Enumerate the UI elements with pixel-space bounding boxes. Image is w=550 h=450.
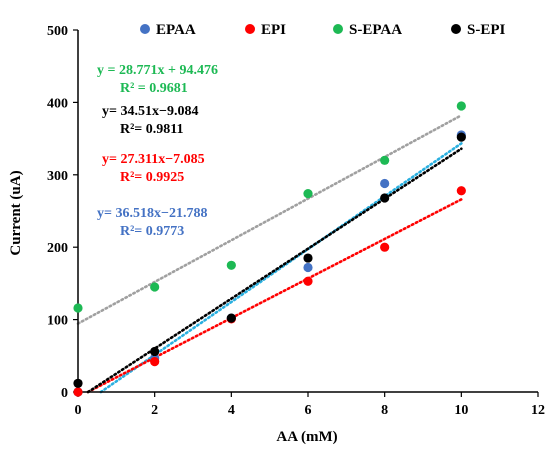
equation-s-epaa: y = 28.771x + 94.476 — [97, 63, 218, 78]
data-point-s-epi — [226, 313, 236, 323]
legend-marker-epi — [245, 24, 255, 34]
trendline-epaa — [99, 142, 463, 394]
y-tick-label: 500 — [47, 24, 68, 39]
r2-epi: R²= 0.9925 — [120, 170, 184, 185]
legend-marker-s-epaa — [333, 24, 343, 34]
x-tick-label: 8 — [381, 403, 388, 418]
data-point-layer — [73, 101, 466, 397]
legend-label-s-epi: S-EPI — [467, 22, 506, 38]
data-point-s-epi — [380, 193, 390, 203]
data-point-epi — [303, 276, 313, 286]
data-point-s-epaa — [303, 189, 313, 199]
data-point-epi — [456, 186, 466, 196]
data-point-s-epaa — [380, 155, 390, 165]
legend-label-epaa: EPAA — [156, 22, 196, 38]
data-point-epaa — [380, 178, 390, 189]
trendline-epi — [86, 198, 463, 394]
data-point-s-epaa — [150, 282, 160, 292]
y-tick-label: 100 — [47, 314, 68, 329]
data-point-s-epaa — [456, 101, 466, 111]
data-point-epi — [150, 356, 160, 367]
y-axis-title: Current (uA) — [8, 170, 24, 255]
x-axis-title: AA (mM) — [276, 429, 337, 445]
r2-s-epaa: R² = 0.9681 — [120, 81, 188, 96]
legend-label-epi: EPI — [261, 22, 286, 38]
data-point-s-epaa — [226, 260, 236, 270]
x-tick-label: 0 — [75, 403, 82, 418]
trendline-s-epaa — [76, 113, 463, 325]
r2-s-epi: R²= 0.9811 — [120, 122, 184, 137]
data-point-s-epi — [456, 132, 466, 142]
x-tick-label: 6 — [305, 403, 312, 418]
r2-epaa: R²= 0.9773 — [120, 224, 184, 239]
data-point-s-epi — [303, 253, 313, 263]
data-point-epaa — [303, 262, 313, 273]
equation-epaa: y= 36.518x−21.788 — [97, 206, 207, 221]
data-point-s-epi — [73, 378, 83, 388]
legend-label-s-epaa: S-EPAA — [349, 22, 402, 38]
equation-epi: y= 27.311x−7.085 — [102, 152, 205, 167]
equation-annotations: y = 28.771x + 94.476 R² = 0.9681 y= 34.5… — [97, 63, 218, 239]
x-tick-label: 10 — [454, 403, 468, 418]
x-tick-label: 12 — [531, 403, 545, 418]
x-tick-label: 4 — [228, 403, 235, 418]
equation-s-epi: y= 34.51x−9.084 — [102, 104, 198, 119]
y-tick-label: 200 — [47, 241, 68, 256]
y-tick-label: 0 — [61, 386, 68, 401]
x-tick-label: 2 — [151, 403, 158, 418]
legend: EPAA EPI S-EPAA S-EPI — [140, 22, 506, 38]
legend-marker-epaa — [140, 24, 150, 34]
data-point-epi — [380, 242, 390, 252]
y-tick-label: 300 — [47, 169, 68, 184]
axis-layer: 0 2 4 6 8 10 12 0 100 200 300 400 500 — [47, 24, 545, 418]
data-point-epi — [73, 387, 83, 397]
data-point-s-epi — [150, 346, 160, 357]
y-tick-label: 400 — [47, 96, 68, 111]
data-point-s-epaa — [73, 303, 83, 313]
legend-marker-s-epi — [451, 24, 461, 34]
